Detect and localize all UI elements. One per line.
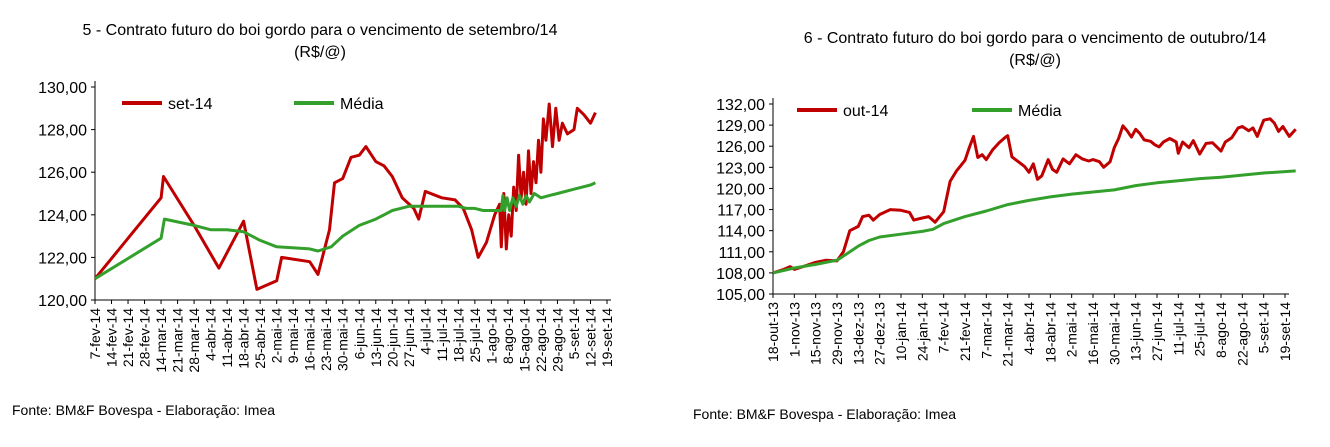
x-tick-label: 11-jul-14: [1170, 302, 1186, 356]
y-tick-label: 126,00: [716, 139, 765, 156]
x-tick-label: 24-jan-14: [914, 302, 930, 361]
chart-panel-2: 6 - Contrato futuro do boi gordo para o …: [665, 0, 1330, 447]
y-tick-label: 120,00: [38, 293, 87, 310]
x-tick-label: 12-set-14: [582, 308, 598, 367]
chart-source-1: Fonte: BM&F Bovespa - Elaboração: Imea: [12, 402, 276, 418]
x-tick-label: 1-nov-13: [786, 302, 802, 357]
y-tick-label: 130,00: [38, 80, 87, 97]
x-tick-label: 21-fev-14: [957, 302, 973, 361]
x-tick-label: 10-jan-14: [893, 302, 909, 361]
x-tick-label: 4-abr-14: [203, 308, 219, 361]
y-tick-label: 126,00: [38, 165, 87, 182]
x-tick-label: 20-jun-14: [384, 308, 400, 367]
x-tick-label: 21-mar-14: [170, 308, 186, 373]
legend-label: Média: [340, 96, 384, 113]
chart-title-1: 5 - Contrato futuro do boi gordo para o …: [82, 22, 558, 61]
y-tick-label: 108,00: [716, 266, 765, 283]
x-tick-label: 6-jun-14: [351, 308, 367, 360]
x-tick-label: 13-dez-13: [850, 302, 866, 365]
x-tick-label: 22-ago-14: [1234, 302, 1250, 366]
x-tick-label: 28-fev-14: [137, 308, 153, 367]
x-tick-label: 18-jul-14: [450, 308, 466, 363]
x-tick-label: 7-fev-14: [936, 302, 952, 354]
x-tick-label: 4-jul-14: [417, 308, 433, 355]
x-tick-label: 5-set-14: [566, 308, 582, 360]
x-tick-label: 2-mai-14: [269, 308, 285, 363]
x-tick-label: 15-nov-13: [808, 302, 824, 365]
x-tick-label: 9-mai-14: [285, 308, 301, 363]
x-tick-label: 2-mai-14: [1064, 302, 1080, 357]
x-tick-label: 30-mai-14: [1106, 302, 1122, 365]
x-tick-label: 23-mai-14: [318, 308, 334, 371]
x-tick-label: 27-dez-13: [872, 302, 888, 365]
x-tick-label: 29-nov-13: [829, 302, 845, 365]
x-tick-label: 25-jul-14: [467, 308, 483, 363]
x-tick-label: 18-out-13: [765, 302, 781, 362]
x-tick-label: 13-jun-14: [1128, 302, 1144, 361]
x-tick-label: 18-abr-14: [236, 308, 252, 369]
x-tick-label: 29-ago-14: [549, 308, 565, 372]
y-tick-label: 128,00: [38, 123, 87, 140]
x-tick-label: 8-ago-14: [500, 308, 516, 364]
y-tick-label: 124,00: [38, 208, 87, 225]
y-tick-label: 105,00: [716, 287, 765, 304]
legend-label: Média: [1018, 103, 1062, 120]
chart-title-2: 6 - Contrato futuro do boi gordo para o …: [803, 30, 1267, 69]
y-tick-label: 132,00: [716, 97, 765, 114]
x-tick-label: 22-ago-14: [533, 308, 549, 372]
chart-source-2: Fonte: BM&F Bovespa - Elaboração: Imea: [693, 406, 957, 422]
x-tick-label: 25-abr-14: [252, 308, 268, 369]
y-tick-label: 111,00: [718, 245, 765, 262]
y-tick-label: 122,00: [38, 250, 87, 267]
legend-label: out-14: [843, 103, 888, 120]
x-tick-label: 14-mar-14: [153, 308, 169, 373]
x-tick-label: 21-fev-14: [120, 308, 136, 367]
x-tick-label: 21-mar-14: [1000, 302, 1016, 367]
x-tick-label: 27-jun-14: [401, 308, 417, 367]
x-tick-label: 30-mai-14: [335, 308, 351, 371]
series-line-m-dia: [94, 181, 597, 280]
x-tick-label: 19-set-14: [1277, 302, 1293, 361]
chart-1-plot: 120,00 122,00 124,00 126,00 128,00 130,00 7-fe…: [38, 80, 615, 373]
x-tick-label: 14-fev-14: [104, 308, 120, 367]
y-tick-label: 129,00: [716, 118, 765, 135]
series-line-m-dia: [772, 169, 1296, 275]
y-tick-label: 120,00: [716, 181, 765, 198]
x-tick-label: 16-mai-14: [1085, 302, 1101, 365]
y-tick-label: 114,00: [717, 224, 765, 241]
x-tick-label: 5-set-14: [1256, 302, 1272, 354]
x-tick-label: 11-abr-14: [219, 308, 235, 368]
x-tick-label: 1-ago-14: [483, 308, 499, 364]
x-tick-label: 25-jul-14: [1192, 302, 1208, 357]
x-tick-label: 18-abr-14: [1042, 302, 1058, 363]
legend-label: set-14: [168, 96, 213, 113]
chart-2-plot: 105,00 108,00 111,00 114,00 117,00 120,00 123,…: [716, 97, 1297, 367]
y-tick-label: 123,00: [716, 160, 765, 177]
x-tick-label: 27-jun-14: [1149, 302, 1165, 361]
x-tick-label: 16-mai-14: [302, 308, 318, 371]
x-tick-label: 13-jun-14: [368, 308, 384, 367]
chart-panel-1: 5 - Contrato futuro do boi gordo para o …: [0, 0, 650, 447]
y-tick-label: 117,00: [717, 203, 765, 220]
x-tick-label: 19-set-14: [599, 308, 615, 367]
x-tick-label: 8-ago-14: [1213, 302, 1229, 358]
x-tick-label: 11-jul-14: [434, 308, 450, 362]
x-tick-label: 28-mar-14: [186, 308, 202, 373]
series-line-out-14: [772, 117, 1297, 275]
x-tick-label: 4-abr-14: [1021, 302, 1037, 355]
x-tick-label: 7-mar-14: [978, 302, 994, 359]
x-tick-label: 15-ago-14: [516, 308, 532, 372]
x-tick-label: 7-fev-14: [87, 308, 103, 360]
